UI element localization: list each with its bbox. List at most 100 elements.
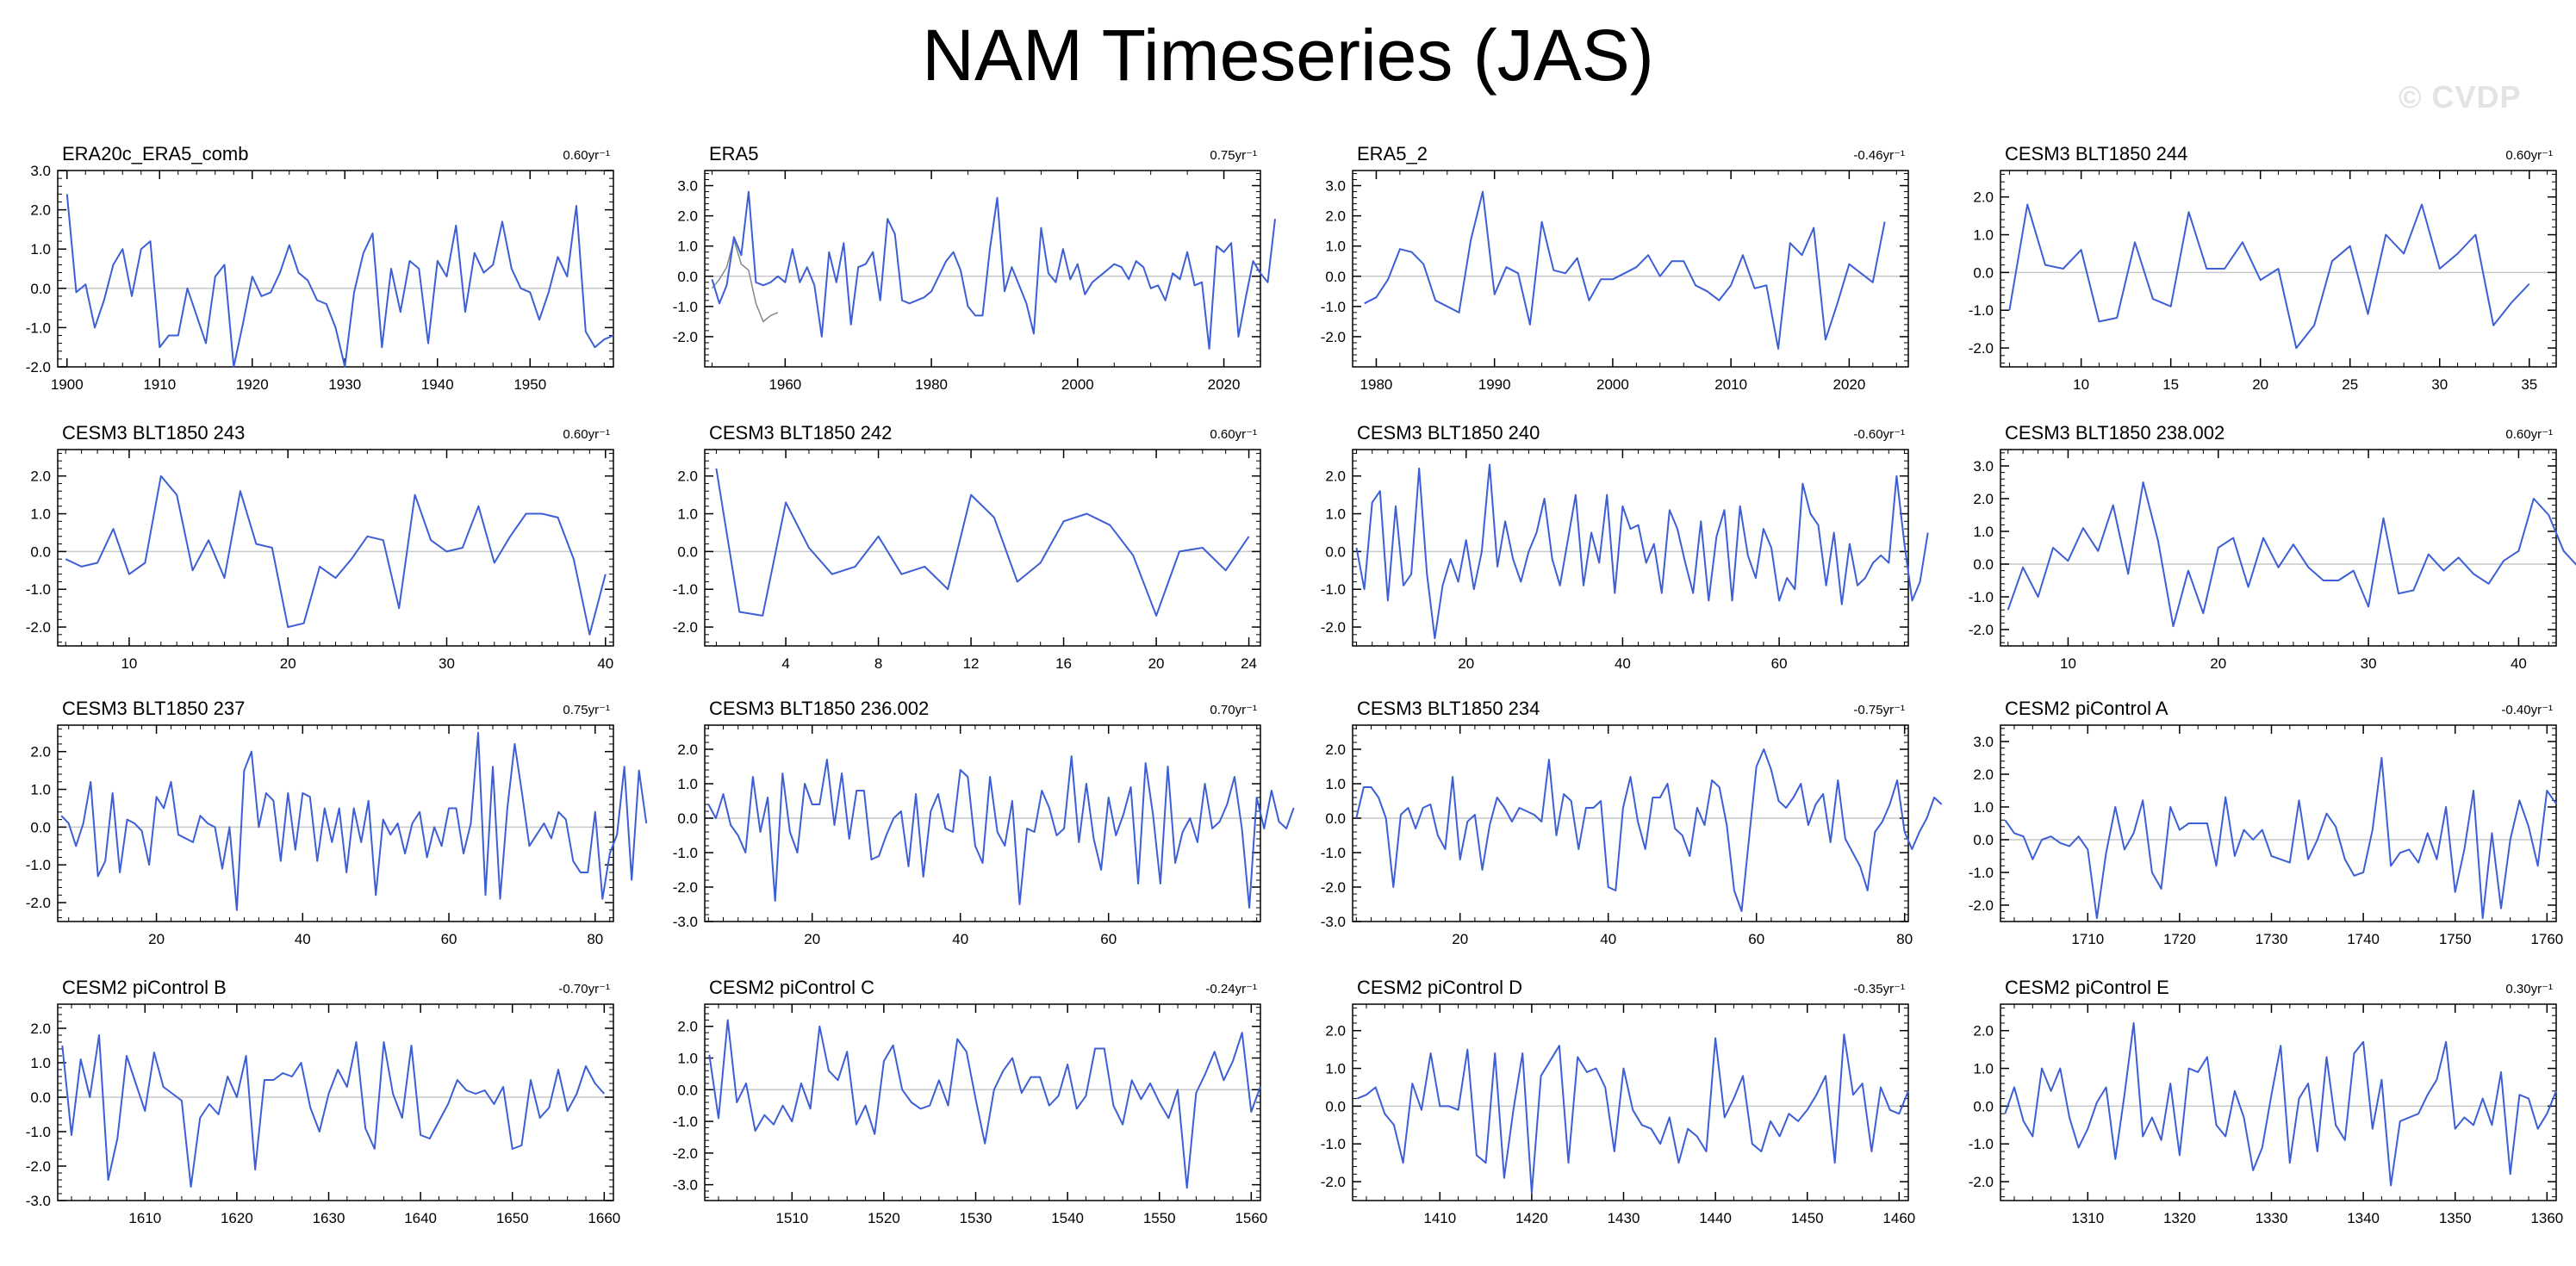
y-tick-label: 2.0 [1973,1023,1994,1039]
chart-panel-6: CESM3 BLT1850 242 0.60yr⁻¹ 2.0 1.0 0.0 -1.0 -2… [673,422,1261,672]
x-tick-label: 2010 [1714,376,1747,393]
y-tick-label: 3.0 [1325,178,1346,195]
x-tick-label: 1950 [513,376,546,393]
y-tick-label: 0.0 [677,810,698,827]
x-tick-label: 80 [1896,931,1913,947]
x-tick-label: 1630 [313,1210,345,1226]
panel-title: CESM2 piControl D [1357,977,1522,998]
plot-frame [57,724,614,922]
x-tick-label: 1610 [128,1210,161,1226]
x-tick-label: 35 [2521,376,2537,393]
y-tick-label: 0.0 [677,1082,698,1098]
y-tick-label: 2.0 [1325,208,1346,225]
y-tick-label: 1.0 [30,1055,51,1071]
trend-label: -0.70yr⁻¹ [558,982,610,996]
y-tick-label: -2.0 [1321,329,1346,345]
x-tick-label: 1650 [496,1210,529,1226]
y-tick-label: 1.0 [30,506,51,523]
x-tick-label: 1660 [588,1210,620,1226]
y-tick-label: -1.0 [26,857,51,873]
y-tick-label: 1.0 [1325,776,1346,792]
panel-title: CESM3 BLT1850 237 [62,698,245,719]
y-tick-label: 0.0 [677,269,698,285]
chart-panel-12: CESM2 piControl A -0.40yr⁻¹ 3.0 2.0 1.0 0.0 -1… [1969,698,2564,947]
plot-frame [57,449,614,647]
x-tick-label: 20 [1452,931,1468,947]
chart-panel-11: CESM3 BLT1850 234 -0.75yr⁻¹ 2.0 1.0 0.0 -1.0 -… [1321,698,1943,947]
x-tick-label: 1530 [960,1210,992,1226]
y-tick-label: -2.0 [1321,619,1346,636]
y-tick-label: -2.0 [673,619,698,636]
trend-label: -0.40yr⁻¹ [2501,703,2553,717]
trend-label: 0.75yr⁻¹ [1210,148,1257,163]
x-tick-label: 1940 [421,376,454,393]
y-tick-label: 2.0 [30,1021,51,1037]
series-line [711,190,1276,350]
plot-frame [1352,449,1909,647]
panel-title: CESM3 BLT1850 238.002 [2005,422,2224,444]
x-tick-label: 15 [2162,376,2179,393]
x-tick-label: 60 [1771,655,1788,672]
x-tick-label: 30 [2361,655,2377,672]
x-tick-label: 1750 [2439,931,2472,947]
chart-panel-2: ERA5 0.75yr⁻¹ 3.0 2.0 1.0 0.0 -1.0 -2.0 1960 1980… [673,143,1276,393]
y-tick-label: -2.0 [26,359,51,375]
y-tick-label: 1.0 [1325,239,1346,255]
y-tick-label: 2.0 [1325,1023,1346,1039]
y-tick-label: 2.0 [677,742,698,758]
series-line [60,731,648,911]
x-tick-label: 1620 [221,1210,253,1226]
y-tick-label: 2.0 [677,469,698,485]
chart-panel-14: CESM2 piControl C -0.24yr⁻¹ 2.0 1.0 0.0 -1.0 -… [673,977,1268,1226]
x-tick-label: 16 [1055,655,1072,672]
y-tick-label: -1.0 [1321,581,1346,598]
x-tick-label: 20 [1148,655,1165,672]
chart-panel-8: CESM3 BLT1850 238.002 0.60yr⁻¹ 3.0 2.0 1.0 0.… [1969,422,2576,672]
y-tick-label: -2.0 [1969,622,1994,638]
plot-frame [704,449,1261,647]
plot-frame [2000,724,2557,922]
y-tick-label: 2.0 [30,202,51,219]
y-tick-label: 1.0 [30,241,51,258]
x-tick-label: 80 [587,931,603,947]
x-tick-label: 1350 [2439,1210,2472,1226]
trend-label: 0.60yr⁻¹ [2505,148,2553,163]
y-tick-label: 1.0 [1973,799,1994,816]
y-tick-label: -2.0 [26,1158,51,1175]
y-tick-label: 0.0 [1973,556,1994,573]
plot-frame [1352,724,1909,922]
x-tick-label: 4 [781,655,789,672]
trend-label: 0.30yr⁻¹ [2505,982,2553,996]
y-tick-label: 0.0 [30,819,51,835]
series-line [1356,1033,1909,1195]
y-tick-label: 1.0 [677,776,698,792]
y-tick-label: -1.0 [1969,302,1994,319]
chart-panel-15: CESM2 piControl D -0.35yr⁻¹ 2.0 1.0 0.0 -1.0 -… [1321,977,1916,1226]
trend-label: -0.75yr⁻¹ [1853,703,1905,717]
x-tick-label: 1710 [2071,931,2104,947]
x-tick-label: 40 [1600,931,1616,947]
y-tick-label: -2.0 [26,895,51,911]
x-tick-label: 1460 [1882,1210,1915,1226]
y-tick-label: -2.0 [1321,879,1346,896]
plot-frame [2000,1003,2557,1201]
trend-label: 0.75yr⁻¹ [563,703,610,717]
y-tick-label: 2.0 [677,1019,698,1035]
series-line [708,1019,1261,1189]
y-tick-label: -3.0 [673,1177,698,1194]
panel-title: CESM3 BLT1850 236.002 [709,698,929,719]
y-tick-label: -1.0 [1321,299,1346,315]
x-tick-label: 1980 [1360,376,1393,393]
x-tick-label: 1430 [1608,1210,1640,1226]
x-tick-label: 20 [1458,655,1474,672]
cvdp-watermark: © CVDP [2399,79,2522,115]
y-tick-label: 1.0 [677,239,698,255]
series-line [2008,203,2530,350]
x-tick-label: 1960 [768,376,801,393]
y-tick-label: 2.0 [1973,766,1994,783]
trend-label: -0.46yr⁻¹ [1853,148,1905,163]
y-tick-label: 3.0 [1973,734,1994,750]
series-line [707,755,1295,909]
series-line [1355,748,1943,912]
x-tick-label: 2000 [1596,376,1629,393]
